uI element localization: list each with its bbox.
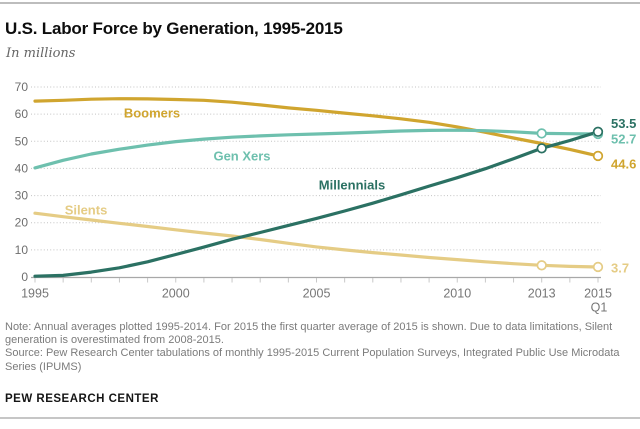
series-label-millennials: Millennials [319, 178, 385, 193]
y-axis-label-10: 10 [15, 243, 29, 257]
marker-silents-2015 [592, 261, 604, 273]
marker-millennials-2013 [536, 143, 547, 154]
series-label-gen-xers: Gen Xers [213, 149, 270, 164]
chart-notes: Note: Annual averages plotted 1995-2014.… [5, 321, 633, 374]
y-axis-label-60: 60 [15, 107, 29, 121]
note-text: Note: Annual averages plotted 1995-2014.… [5, 321, 613, 347]
y-axis-label-30: 30 [15, 189, 29, 203]
x-axis-label-2000: 2000 [162, 287, 190, 301]
marker-gen-xers-2013 [536, 128, 547, 139]
top-divider [0, 2, 640, 4]
x-axis-label-1995: 1995 [21, 287, 49, 301]
y-axis-label-40: 40 [15, 161, 29, 175]
marker-boomers-2015 [592, 150, 604, 162]
series-line-millennials [33, 130, 600, 278]
y-axis-label-20: 20 [15, 216, 29, 230]
series-label-silents: Silents [65, 203, 108, 218]
series-line-silents [33, 211, 600, 269]
x-axis-label-2013: 2013 [528, 287, 556, 301]
bottom-divider [0, 417, 640, 419]
x-axis-label-2005: 2005 [303, 287, 331, 301]
pew-research-center-wordmark: PEW RESEARCH CENTER [5, 393, 159, 405]
y-axis-label-70: 70 [15, 80, 29, 94]
chart-subtitle: In millions [6, 46, 76, 61]
series-label-boomers: Boomers [124, 106, 180, 121]
end-value-label-gen-xers: 52.7 [611, 132, 636, 147]
x-axis-label-2010: 2010 [443, 287, 471, 301]
y-axis-label-0: 0 [21, 270, 28, 284]
source-text: Source: Pew Research Center tabulations … [5, 347, 620, 373]
y-axis-label-50: 50 [15, 134, 29, 148]
marker-silents-2013 [536, 260, 547, 271]
x-axis-label-2015: 2015 [584, 287, 612, 301]
end-value-label-millennials: 53.5 [611, 116, 636, 131]
marker-millennials-2015 [592, 126, 604, 137]
end-value-label-boomers: 44.6 [611, 157, 636, 172]
x-axis-label-sub-Q1: Q1 [591, 301, 608, 315]
series-line-boomers [33, 97, 600, 158]
chart-title: U.S. Labor Force by Generation, 1995-201… [5, 19, 343, 38]
end-value-label-silents: 3.7 [611, 261, 629, 276]
series-line-gen-xers [33, 128, 600, 170]
